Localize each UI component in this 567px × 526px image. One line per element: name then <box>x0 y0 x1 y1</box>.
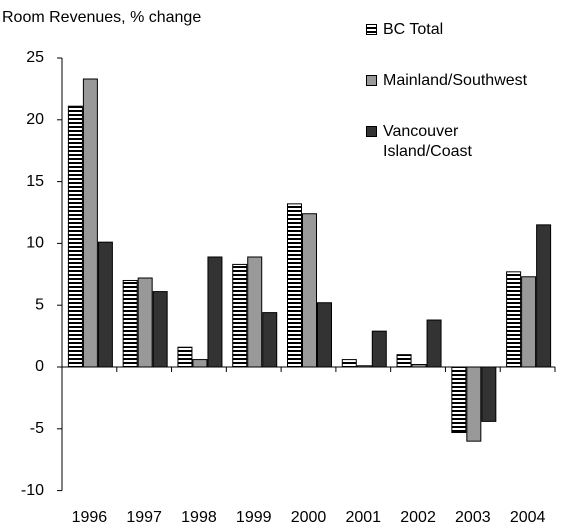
bar <box>67 105 83 368</box>
y-tick-label: 20 <box>26 111 44 128</box>
bar <box>177 346 193 368</box>
bar <box>192 359 208 368</box>
legend-swatch <box>366 75 377 86</box>
bar <box>247 256 263 368</box>
y-tick-label: -5 <box>30 420 44 437</box>
x-tick-label: 2002 <box>400 509 436 526</box>
bar <box>317 302 332 368</box>
bar <box>466 366 482 442</box>
y-tick-label: 0 <box>35 358 44 375</box>
legend-item: Vancouver Island/Coast <box>366 122 493 162</box>
bar <box>396 354 412 368</box>
bar <box>521 276 537 368</box>
bar <box>137 277 153 368</box>
bar <box>506 271 522 368</box>
x-tick-label: 1996 <box>72 509 108 526</box>
legend-label: BC Total <box>383 21 444 38</box>
bar <box>426 319 442 368</box>
bar <box>82 78 98 368</box>
y-tick-label: 25 <box>26 49 44 66</box>
bar <box>122 279 138 368</box>
bar <box>232 263 248 368</box>
bar <box>341 359 357 368</box>
bar <box>356 365 372 368</box>
y-tick-label: 5 <box>35 296 44 313</box>
x-tick-label: 2004 <box>510 509 546 526</box>
legend-swatch <box>366 24 377 35</box>
x-tick-label: 1997 <box>126 509 162 526</box>
bar <box>451 366 467 434</box>
x-tick-label: 1999 <box>236 509 272 526</box>
x-tick-label: 2001 <box>345 509 381 526</box>
legend-swatch <box>366 126 377 137</box>
bar <box>411 364 427 368</box>
bar <box>536 224 552 368</box>
bar <box>481 366 497 422</box>
bar <box>302 213 317 368</box>
bar <box>97 241 113 368</box>
bar <box>287 203 302 368</box>
x-tick-label: 2003 <box>455 509 491 526</box>
bar <box>207 256 223 368</box>
y-tick-label: 10 <box>26 235 44 252</box>
x-tick-label: 1998 <box>181 509 217 526</box>
legend-item: Mainland/Southwest <box>366 71 528 91</box>
y-axis-label: Room Revenues, % change <box>2 9 201 26</box>
y-tick-label: -10 <box>21 482 44 499</box>
bar <box>262 312 278 368</box>
legend-label: Mainland/Southwest <box>383 72 528 89</box>
bar <box>371 330 387 368</box>
legend-label: Vancouver Island/Coast <box>383 123 472 160</box>
y-tick-label: 15 <box>26 173 44 190</box>
x-tick-label: 2000 <box>291 509 327 526</box>
bar <box>152 291 168 368</box>
legend-item: BC Total <box>366 20 493 40</box>
